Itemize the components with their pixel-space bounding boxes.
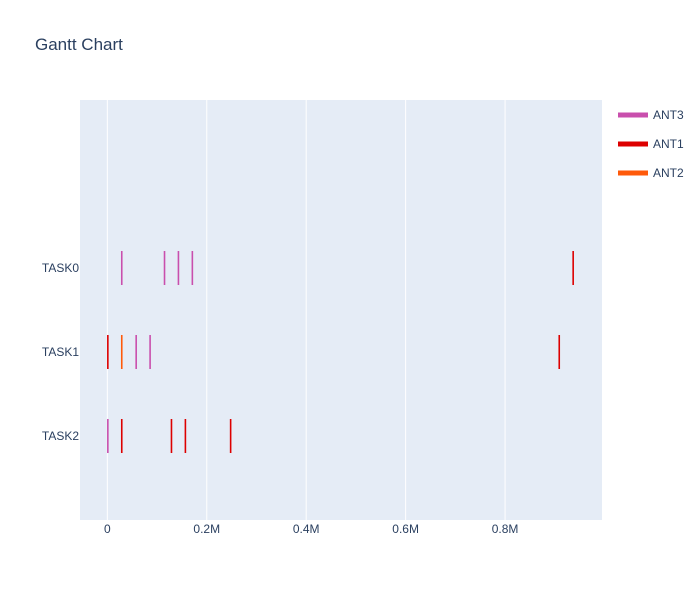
legend-item-ant3[interactable]: ANT3: [618, 108, 684, 122]
x-axis-tick-labels: 0 0.2M 0.4M 0.6M 0.8M: [104, 522, 518, 536]
y-tick-label: TASK1: [42, 345, 79, 359]
plot-area: [80, 100, 602, 520]
y-axis-tick-labels: TASK0 TASK1 TASK2: [42, 261, 79, 443]
legend-label: ANT1: [653, 137, 684, 151]
legend-item-ant1[interactable]: ANT1: [618, 137, 684, 151]
legend-label: ANT3: [653, 108, 684, 122]
x-tick-label: 0: [104, 522, 111, 536]
legend-label: ANT2: [653, 166, 684, 180]
x-tick-label: 0.6M: [392, 522, 419, 536]
x-tick-label: 0.4M: [293, 522, 320, 536]
event-marks: [107, 251, 574, 453]
y-tick-label: TASK2: [42, 429, 79, 443]
legend[interactable]: ANT3 ANT1 ANT2: [618, 108, 684, 180]
legend-item-ant2[interactable]: ANT2: [618, 166, 684, 180]
chart-title: Gantt Chart: [35, 35, 123, 54]
x-tick-label: 0.2M: [193, 522, 220, 536]
x-tick-label: 0.8M: [492, 522, 519, 536]
y-tick-label: TASK0: [42, 261, 79, 275]
